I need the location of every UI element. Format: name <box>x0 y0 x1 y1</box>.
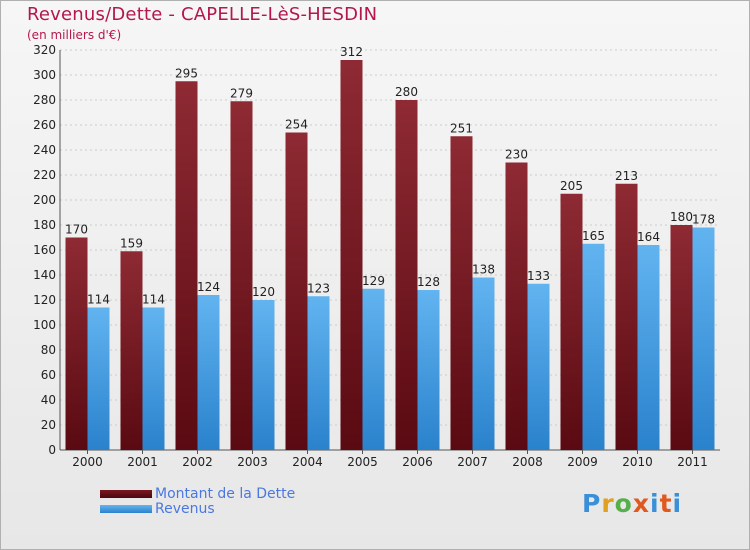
y-tick-label: 180 <box>33 218 56 232</box>
data-label-dette: 279 <box>230 86 253 100</box>
data-label-revenus: 124 <box>197 280 220 294</box>
legend-swatch-dette <box>100 490 152 498</box>
data-label-revenus: 138 <box>472 263 495 277</box>
bar-dette <box>340 60 363 450</box>
bar-dette <box>175 81 198 450</box>
bar-revenus <box>527 283 550 450</box>
bar-revenus <box>252 300 275 450</box>
data-label-dette: 312 <box>340 45 363 59</box>
y-tick-label: 320 <box>33 43 56 57</box>
x-tick-label: 2004 <box>292 455 323 469</box>
legend-label-dette: Montant de la Dette <box>155 486 296 502</box>
y-tick-label: 200 <box>33 193 56 207</box>
bar-revenus <box>362 288 385 450</box>
data-label-dette: 254 <box>285 118 308 132</box>
y-tick-label: 280 <box>33 93 56 107</box>
bar-revenus <box>692 227 715 450</box>
bar-dette <box>560 193 583 450</box>
data-label-revenus: 120 <box>252 285 275 299</box>
bar-revenus <box>417 290 440 450</box>
bar-dette <box>65 237 88 450</box>
data-label-revenus: 129 <box>362 274 385 288</box>
x-tick-label: 2005 <box>347 455 378 469</box>
y-tick-label: 80 <box>41 343 56 357</box>
bar-revenus <box>197 295 220 450</box>
x-tick-label: 2008 <box>512 455 543 469</box>
bar-dette <box>120 251 143 450</box>
data-label-dette: 213 <box>615 169 638 183</box>
proxiti-logo: Proxiti <box>582 489 683 518</box>
bar-dette <box>285 132 308 450</box>
y-tick-label: 260 <box>33 118 56 132</box>
x-tick-label: 2010 <box>622 455 653 469</box>
x-tick-label: 2002 <box>182 455 213 469</box>
bar-revenus <box>582 243 605 450</box>
data-label-revenus: 128 <box>417 275 440 289</box>
x-tick-label: 2007 <box>457 455 488 469</box>
bar-revenus <box>637 245 660 450</box>
y-tick-label: 0 <box>48 443 56 457</box>
data-label-dette: 295 <box>175 66 198 80</box>
x-tick-label: 2003 <box>237 455 268 469</box>
chart-title: Revenus/Dette - CAPELLE-LèS-HESDIN <box>27 4 378 25</box>
data-label-revenus: 178 <box>692 213 715 227</box>
y-tick-label: 160 <box>33 243 56 257</box>
data-label-dette: 180 <box>670 210 693 224</box>
x-tick-label: 2006 <box>402 455 433 469</box>
bar-dette <box>670 225 693 450</box>
bar-revenus <box>472 277 495 450</box>
y-tick-label: 20 <box>41 418 56 432</box>
bar-dette <box>615 183 638 450</box>
y-tick-label: 40 <box>41 393 56 407</box>
chart-subtitle: (en milliers d'€) <box>27 28 122 42</box>
x-tick-label: 2011 <box>677 455 708 469</box>
data-label-dette: 251 <box>450 121 473 135</box>
bar-revenus <box>142 307 165 450</box>
y-tick-label: 140 <box>33 268 56 282</box>
bar-dette <box>395 100 418 450</box>
y-tick-label: 240 <box>33 143 56 157</box>
y-tick-label: 300 <box>33 68 56 82</box>
bar-dette <box>450 136 473 450</box>
y-tick-label: 60 <box>41 368 56 382</box>
y-tick-label: 120 <box>33 293 56 307</box>
bar-revenus <box>307 296 330 450</box>
x-tick-label: 2001 <box>127 455 158 469</box>
data-label-revenus: 133 <box>527 269 550 283</box>
bar-revenus <box>87 307 110 450</box>
x-tick-label: 2009 <box>567 455 598 469</box>
data-label-dette: 159 <box>120 236 143 250</box>
x-tick-label: 2000 <box>72 455 103 469</box>
data-label-revenus: 123 <box>307 281 330 295</box>
y-tick-label: 220 <box>33 168 56 182</box>
y-tick-label: 100 <box>33 318 56 332</box>
data-label-dette: 280 <box>395 85 418 99</box>
legend-label-revenus: Revenus <box>155 501 215 517</box>
data-label-dette: 205 <box>560 179 583 193</box>
bar-dette <box>230 101 253 450</box>
data-label-revenus: 114 <box>142 293 165 307</box>
data-label-revenus: 165 <box>582 229 605 243</box>
data-label-dette: 230 <box>505 148 528 162</box>
bar-dette <box>505 162 528 450</box>
data-label-revenus: 114 <box>87 293 110 307</box>
legend-swatch-revenus <box>100 505 152 513</box>
data-label-dette: 170 <box>65 223 88 237</box>
data-label-revenus: 164 <box>637 230 660 244</box>
